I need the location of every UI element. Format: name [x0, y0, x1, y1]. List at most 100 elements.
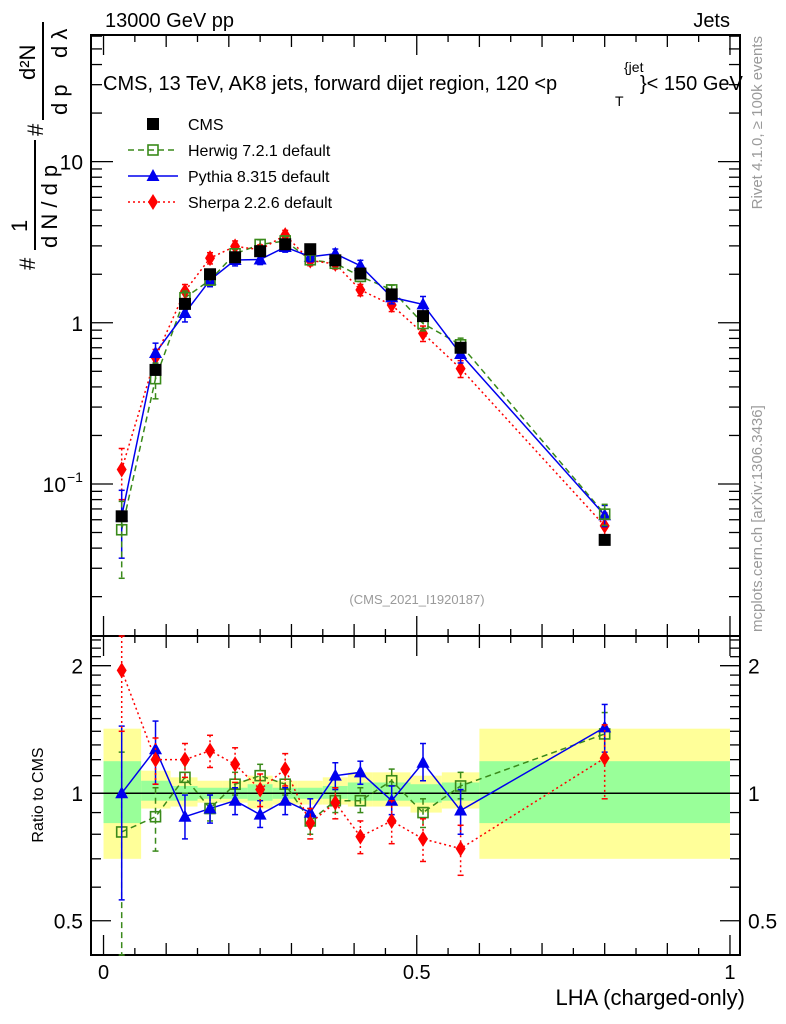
main-point-cms: [204, 268, 217, 281]
ylabel-denom2: d p: [47, 84, 72, 115]
main-point-cms: [454, 341, 467, 354]
ratio-point-sherpa: [205, 742, 216, 759]
ratio-line-pythia: [121, 726, 606, 818]
ratio-point-sherpa: [305, 815, 316, 832]
analysis-id: (CMS_2021_I1920187): [349, 592, 484, 607]
header-right-label: Jets: [693, 10, 730, 32]
main-point-sherpa: [455, 360, 466, 377]
title-sup: {jet: [624, 59, 644, 75]
ratio-point-pythia: [303, 805, 317, 818]
main-point-cms: [279, 238, 292, 251]
legend-item-cms: CMS: [147, 117, 224, 134]
title-text: CMS, 13 TeV, AK8 jets, forward dijet reg…: [103, 73, 557, 95]
ratio-point-herwig: [417, 806, 429, 819]
ylabel-one: 1: [7, 220, 32, 232]
ratio-ylabel: Ratio to CMS: [30, 747, 47, 842]
legend-item-sherpa: Sherpa 2.2.6 default: [128, 194, 333, 212]
main-point-cms: [115, 510, 128, 523]
ratio-ytick-label-left: 2: [71, 656, 83, 679]
main-point-cms: [178, 297, 191, 310]
ratio-plot-frame: [90, 635, 741, 956]
ratio-ytick-label-right: 1: [748, 783, 760, 806]
ratio-ytick-label-right: 2: [748, 656, 760, 679]
title-sub: T: [615, 93, 624, 109]
title-pre: CMS, 13 TeV, AK8 jets, forward dijet reg…: [103, 73, 557, 95]
ratio-point-sherpa: [255, 781, 266, 798]
legend-marker-herwig: [147, 144, 159, 156]
ratio-point-pythia: [203, 801, 217, 814]
main-ytick-label: 1: [71, 313, 83, 336]
main-point-cms: [304, 243, 317, 256]
ratio-point-sherpa: [280, 761, 291, 778]
legend-label-herwig: Herwig 7.2.1 default: [188, 143, 331, 160]
legend-label-cms: CMS: [188, 117, 224, 134]
ylabel-dl: d λ: [47, 29, 72, 58]
ylabel-denom: d N / d p: [37, 165, 62, 248]
ratio-point-pythia: [416, 755, 430, 768]
legend-label-pythia: Pythia 8.315 default: [188, 169, 330, 186]
ratio-point-sherpa: [150, 751, 161, 768]
ratio-point-sherpa: [386, 812, 397, 829]
legend-item-pythia: Pythia 8.315 default: [128, 169, 330, 186]
mcplots-label: mcplots.cern.ch [arXiv:1306.3436]: [749, 405, 766, 632]
ratio-point-pythia: [178, 809, 192, 822]
ratio-point-pythia: [328, 768, 342, 781]
ratio-point-sherpa: [355, 828, 366, 845]
main-ytick-label: 10: [43, 474, 66, 497]
ratio-ytick-label-right: 0.5: [748, 911, 777, 934]
x-tick-label: 1: [724, 962, 735, 984]
x-tick-label: 0.5: [403, 962, 431, 984]
ratio-point-sherpa: [330, 794, 341, 811]
ylabel-num: d²N: [15, 45, 40, 80]
main-point-sherpa: [230, 238, 241, 255]
ratio-point-pythia: [278, 793, 292, 806]
ratio-point-pythia: [385, 793, 399, 806]
ratio-point-sherpa: [599, 750, 610, 767]
main-point-pythia: [149, 345, 163, 358]
main-point-herwig: [598, 508, 611, 520]
ratio-point-pythia: [115, 786, 129, 799]
ratio-point-sherpa: [418, 830, 429, 847]
main-point-cms: [229, 251, 242, 264]
x-axis-label: LHA (charged-only): [555, 985, 745, 1010]
main-point-pythia: [598, 508, 612, 521]
rivet-label: Rivet 4.1.0, ≥ 100k events: [749, 36, 766, 209]
ratio-point-pythia: [353, 765, 367, 778]
main-point-cms: [149, 363, 162, 376]
main-point-herwig: [115, 523, 128, 536]
ratio-point-pythia: [228, 793, 242, 806]
legend-marker-cms: [147, 118, 159, 130]
legend-label-sherpa: Sherpa 2.2.6 default: [188, 195, 333, 212]
main-point-cms: [254, 245, 267, 258]
ratio-point-herwig: [149, 810, 162, 823]
ratio-point-sherpa: [230, 756, 241, 773]
ratio-point-herwig: [179, 771, 191, 784]
ratio-ytick-label-left: 0.5: [54, 911, 83, 934]
header-left-label: 13000 GeV pp: [105, 10, 234, 32]
x-tick-label: 0: [98, 962, 109, 984]
main-point-cms: [417, 310, 430, 323]
legend: CMS Herwig 7.2.1 default Pythia 8.315 defa…: [128, 117, 333, 212]
legend-item-herwig: Herwig 7.2.1 default: [128, 143, 331, 160]
ratio-point-pythia: [253, 807, 267, 820]
ylabel-hash: #: [15, 257, 40, 270]
main-point-cms: [354, 267, 367, 280]
ratio-point-sherpa: [455, 840, 466, 857]
plot-title: CMS, 13 TeV, AK8 jets, forward dijet reg…: [103, 59, 744, 109]
main-point-sherpa: [418, 325, 429, 342]
main-point-sherpa: [355, 281, 366, 298]
ratio-plot-panel: 0 0.5 1 2 2 1 1 0.5 0.5: [54, 635, 777, 984]
title-post: }< 150 GeV: [640, 73, 744, 95]
main-point-sherpa: [205, 250, 216, 267]
legend-marker-sherpa: [148, 194, 158, 210]
main-point-pythia: [253, 252, 267, 265]
main-point-pythia: [178, 306, 192, 319]
main-point-sherpa: [116, 461, 127, 478]
ylabel-hash-2: #: [23, 123, 48, 136]
main-line-herwig: [120, 240, 606, 530]
main-ytick-label: 10: [60, 152, 83, 175]
main-ytick-label-exponent: −1: [67, 469, 83, 485]
ratio-ytick-label-left: 1: [71, 783, 83, 806]
